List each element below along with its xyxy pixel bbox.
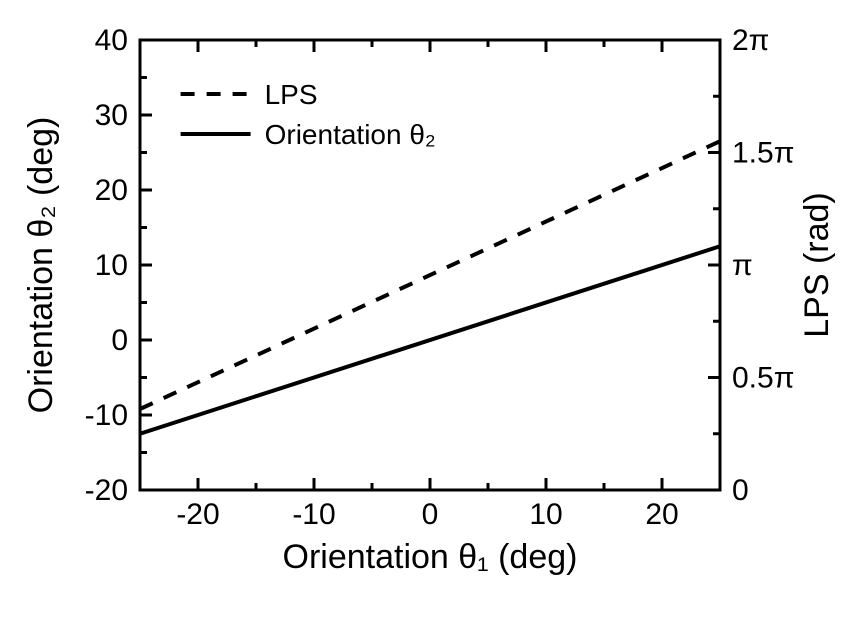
yl-tick-label: 10 <box>95 249 128 282</box>
yr-tick-label: 0.5π <box>732 362 794 395</box>
x-tick-label: 20 <box>645 498 678 531</box>
yl-tick-label: 0 <box>111 324 128 357</box>
yr-tick-label: 2π <box>732 24 769 57</box>
yr-tick-label: π <box>732 249 753 282</box>
yl-tick-label: 30 <box>95 99 128 132</box>
x-tick-label: 0 <box>422 498 439 531</box>
x-tick-label: -20 <box>176 498 219 531</box>
x-tick-label: -10 <box>292 498 335 531</box>
x-axis-label: Orientation θ₁ (deg) <box>283 538 578 576</box>
x-tick-label: 10 <box>529 498 562 531</box>
chart-container: -20 -10 0 10 20 -20 -10 0 10 20 30 40 0 0.5π π 1.5π 2π Or… <box>0 0 848 626</box>
y-right-axis-label: LPS (rad) <box>798 192 836 338</box>
yl-tick-label: -10 <box>85 399 128 432</box>
yl-tick-label: -20 <box>85 474 128 507</box>
legend-label: LPS <box>265 79 318 110</box>
line-chart: -20 -10 0 10 20 -20 -10 0 10 20 30 40 0 0.5π π 1.5π 2π Or… <box>0 0 848 626</box>
yr-tick-label: 1.5π <box>732 137 794 170</box>
yr-tick-label: 0 <box>732 474 749 507</box>
legend-label: Orientation θ₂ <box>265 119 436 150</box>
y-left-axis-label: Orientation θ₂ (deg) <box>22 117 60 414</box>
yl-tick-label: 20 <box>95 174 128 207</box>
yl-tick-label: 40 <box>95 24 128 57</box>
